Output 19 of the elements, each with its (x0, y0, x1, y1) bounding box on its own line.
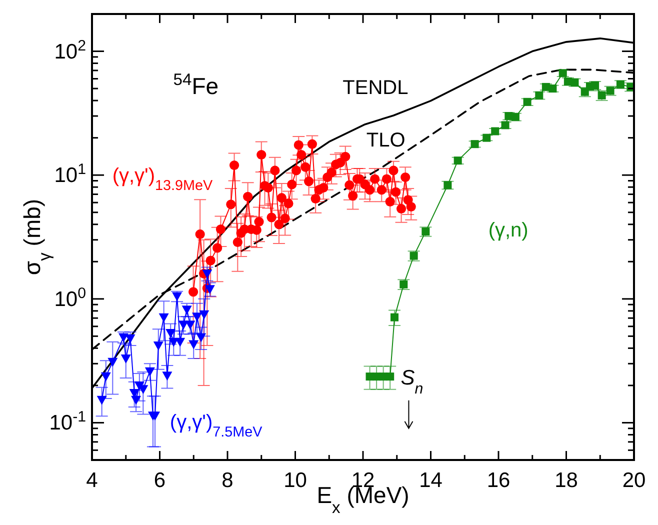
x-tick-label: 4 (86, 469, 98, 492)
x-tick-label: 20 (622, 469, 646, 492)
x-tick-label: 10 (284, 469, 307, 492)
legend-label: (γ,γ')$_{7.5MeV}$ (170, 411, 263, 440)
x-tick-label: 16 (486, 469, 510, 492)
x-tick-label: 14 (419, 469, 443, 492)
text: (γ,n) (488, 219, 528, 242)
y-tick-label: 10$^{0}$ (54, 284, 86, 311)
y-tick-label: 10$^{-1}$ (49, 408, 86, 435)
y-tick-label: 10$^{2}$ (54, 36, 86, 64)
y-tick-label: 10$^{1}$ (54, 160, 86, 188)
x-tick-label: 18 (554, 469, 578, 492)
annotation: S$_{n}$ (400, 366, 424, 397)
series-label: TLO (366, 130, 406, 152)
x-tick-label: 6 (154, 469, 166, 492)
annotation: $^{54}$Fe (173, 70, 219, 100)
x-tick-label: 8 (222, 469, 234, 492)
series-label: TENDL (342, 77, 408, 100)
series-label: (γ,γ')$_{13.9MeV}$ (112, 164, 214, 194)
